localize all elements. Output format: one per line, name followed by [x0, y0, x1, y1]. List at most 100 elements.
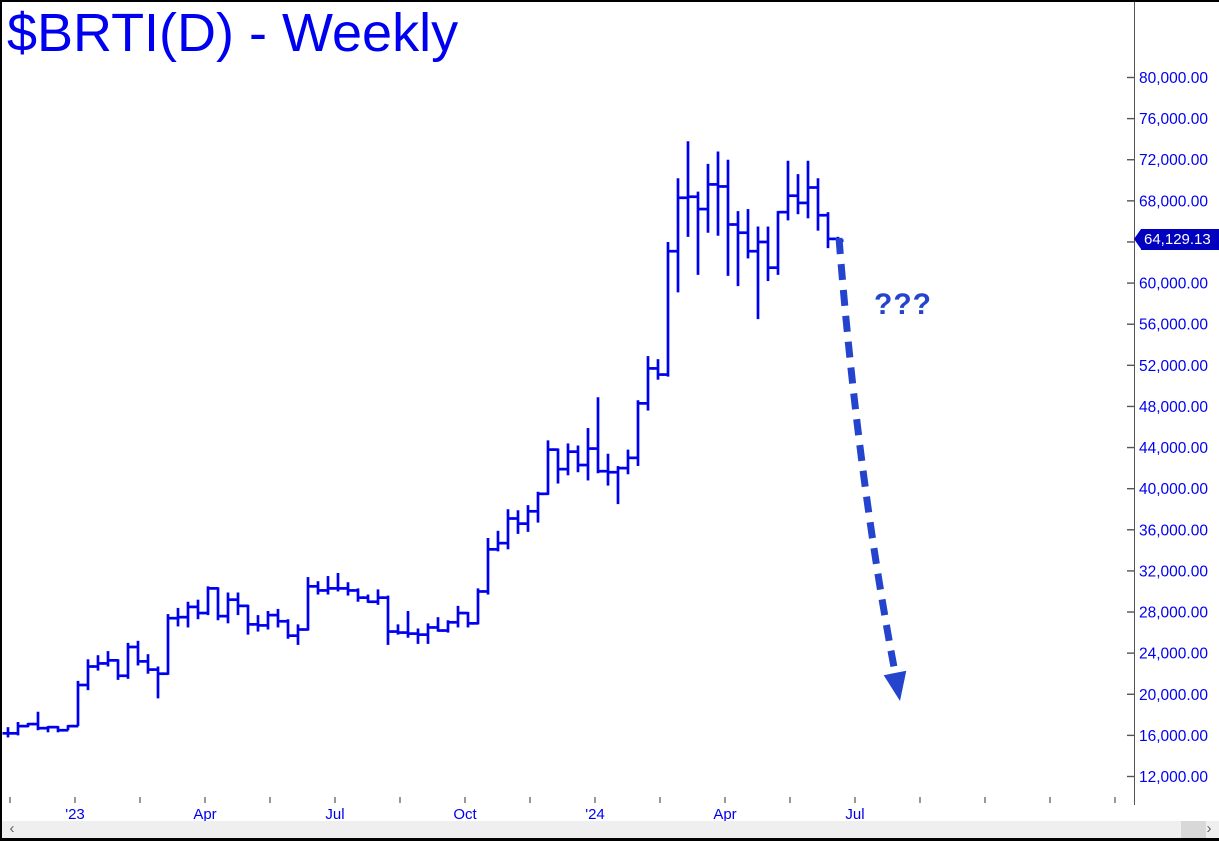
y-axis-label: 72,000.00: [1139, 152, 1208, 169]
y-axis-label: 16,000.00: [1139, 728, 1208, 745]
price-bar: [202, 586, 214, 616]
scroll-left-arrow-icon[interactable]: ‹: [9, 820, 15, 837]
price-bar: [552, 448, 564, 484]
price-bar: [442, 620, 454, 633]
price-bar: [722, 159, 734, 276]
price-bar: [222, 592, 234, 624]
x-axis-label: '23: [65, 806, 85, 823]
forecast-question-annotation: ???: [874, 288, 932, 321]
price-bar: [382, 595, 394, 645]
price-bar: [262, 611, 274, 630]
price-bar: [312, 581, 324, 595]
y-axis-label: 28,000.00: [1139, 605, 1208, 622]
price-bar: [32, 711, 44, 731]
price-bar: [732, 211, 744, 287]
price-bar: [712, 151, 724, 236]
price-bar: [92, 655, 104, 671]
chart-title: $BRTI(D) - Weekly: [7, 3, 459, 63]
price-bar: [432, 617, 444, 632]
price-bar: [532, 491, 544, 523]
price-bar: [482, 538, 494, 595]
price-bar: [52, 725, 64, 733]
y-axis-label: 60,000.00: [1139, 276, 1208, 293]
price-bar: [512, 510, 524, 534]
price-bar: [472, 588, 484, 625]
price-bar: [692, 191, 704, 275]
scrollbar-thumb[interactable]: [1181, 821, 1206, 838]
price-bar: [582, 428, 594, 481]
price-bar: [452, 605, 464, 628]
price-bar: [602, 453, 614, 486]
x-axis-label: Apr: [713, 806, 736, 823]
price-bar: [232, 592, 244, 616]
forecast-arrow-line: [835, 237, 901, 684]
price-bar: [752, 226, 764, 320]
price-bar: [782, 160, 794, 221]
price-bar: [282, 619, 294, 639]
price-bar: [642, 356, 654, 411]
price-bar: [652, 359, 664, 380]
price-bar: [372, 589, 384, 605]
price-bar: [792, 174, 804, 215]
price-bar: [592, 397, 604, 474]
price-bar: [492, 530, 504, 552]
price-bar: [102, 651, 114, 667]
price-bar: [132, 640, 144, 666]
price-bar: [112, 658, 124, 680]
price-bar: [502, 509, 514, 550]
x-axis-label: Oct: [453, 806, 477, 823]
price-bar: [682, 141, 694, 237]
price-bar: [172, 607, 184, 627]
price-bar: [152, 666, 164, 699]
price-bar: [742, 209, 754, 259]
y-axis-label: 56,000.00: [1139, 317, 1208, 334]
y-axis-label: 52,000.00: [1139, 358, 1208, 375]
price-bar: [182, 601, 194, 628]
price-bar: [122, 642, 134, 679]
price-bar: [352, 588, 364, 602]
y-axis-label: 20,000.00: [1139, 687, 1208, 704]
price-bar: [292, 624, 304, 645]
y-axis-label: 36,000.00: [1139, 522, 1208, 539]
price-bar: [142, 654, 154, 674]
price-bar: [322, 576, 334, 595]
price-bar: [762, 226, 774, 282]
price-bar: [42, 725, 54, 733]
price-bar: [12, 722, 24, 736]
price-bar: [422, 623, 434, 644]
price-bar: [242, 604, 254, 635]
price-bar: [252, 615, 264, 632]
price-bar: [212, 587, 224, 621]
price-bar: [272, 608, 284, 628]
price-bar: [812, 178, 824, 231]
price-bar: [612, 466, 624, 505]
price-bar: [392, 624, 404, 635]
price-bar: [332, 572, 344, 592]
price-bar: [82, 659, 94, 691]
horizontal-scrollbar[interactable]: ‹ ›: [2, 821, 1219, 838]
y-axis-label: 12,000.00: [1139, 769, 1208, 786]
y-axis-label: 48,000.00: [1139, 399, 1208, 416]
price-bar: [542, 440, 554, 496]
price-bar: [632, 400, 644, 467]
x-axis-label: Apr: [193, 806, 216, 823]
price-bar: [412, 628, 424, 644]
y-axis-label: 40,000.00: [1139, 481, 1208, 498]
price-bar: [802, 160, 814, 219]
scroll-right-arrow-icon[interactable]: ›: [1206, 820, 1212, 837]
y-axis-label: 44,000.00: [1139, 440, 1208, 457]
price-bar: [192, 599, 204, 620]
price-bar: [342, 582, 354, 596]
y-axis-label: 68,000.00: [1139, 193, 1208, 210]
price-bar: [662, 241, 674, 377]
price-bar: [362, 594, 374, 604]
price-bar: [562, 443, 574, 476]
price-bar: [402, 611, 414, 638]
y-axis-label: 24,000.00: [1139, 646, 1208, 663]
price-bar: [522, 505, 534, 532]
price-bar: [622, 449, 634, 475]
x-axis-label: '24: [585, 806, 605, 823]
price-bar: [162, 614, 174, 676]
x-axis-label: Jul: [325, 806, 344, 823]
